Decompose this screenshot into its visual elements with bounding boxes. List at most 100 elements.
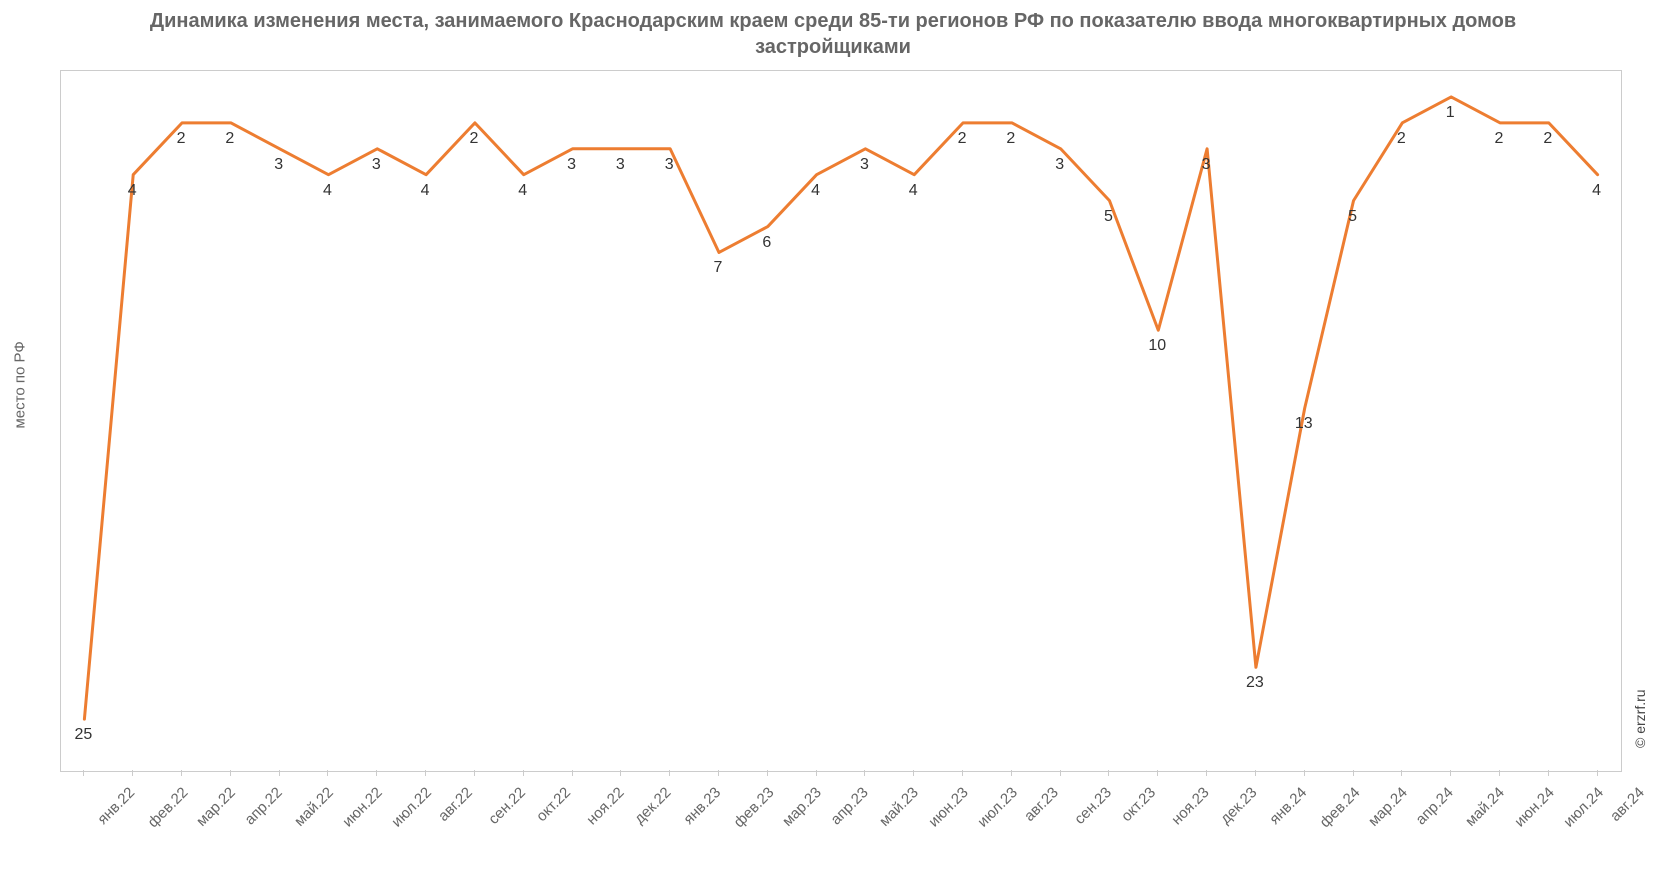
data-label: 3 — [860, 156, 869, 174]
x-axis-label: янв.22 — [95, 784, 139, 828]
x-tick — [230, 770, 231, 776]
x-tick — [376, 770, 377, 776]
data-label: 5 — [1348, 208, 1357, 226]
x-axis-label: ноя.23 — [1169, 784, 1213, 828]
plot-area — [60, 70, 1622, 772]
x-tick — [669, 770, 670, 776]
data-label: 4 — [323, 182, 332, 200]
x-axis-label: май.24 — [1462, 784, 1508, 830]
data-label: 2 — [958, 130, 967, 148]
x-axis-label: июн.24 — [1511, 784, 1558, 831]
x-axis-label: окт.22 — [533, 784, 574, 825]
x-tick — [1597, 770, 1598, 776]
x-axis-label: май.22 — [291, 784, 337, 830]
x-tick — [1206, 770, 1207, 776]
x-axis-label: май.23 — [876, 784, 922, 830]
x-tick — [425, 770, 426, 776]
data-label: 2 — [469, 130, 478, 148]
data-label: 2 — [1495, 130, 1504, 148]
x-tick — [767, 770, 768, 776]
data-label: 23 — [1246, 674, 1264, 692]
x-axis-label: июл.22 — [389, 784, 436, 831]
data-label: 2 — [1397, 130, 1406, 148]
x-axis-label: сен.22 — [485, 784, 529, 828]
data-label: 3 — [274, 156, 283, 174]
data-label: 5 — [1104, 208, 1113, 226]
data-label: 1 — [1446, 104, 1455, 122]
data-label: 3 — [1202, 156, 1211, 174]
x-axis-label: янв.23 — [680, 784, 724, 828]
data-label: 2 — [225, 130, 234, 148]
chart-title: Динамика изменения места, занимаемого Кр… — [0, 8, 1666, 60]
x-tick — [962, 770, 963, 776]
x-axis-label: июл.24 — [1560, 784, 1607, 831]
x-axis-label: сен.23 — [1071, 784, 1115, 828]
x-axis-label: фев.24 — [1316, 784, 1363, 831]
x-tick — [620, 770, 621, 776]
x-axis-label: апр.24 — [1413, 784, 1457, 828]
data-label: 2 — [1543, 130, 1552, 148]
data-label: 4 — [421, 182, 430, 200]
x-tick — [1401, 770, 1402, 776]
line-path — [84, 97, 1597, 719]
data-label: 25 — [74, 726, 92, 744]
x-axis-label: дек.23 — [1217, 784, 1260, 827]
chart-container: Динамика изменения места, занимаемого Кр… — [0, 0, 1666, 872]
x-axis-label: мар.22 — [193, 784, 239, 830]
x-tick — [1255, 770, 1256, 776]
data-label: 7 — [714, 259, 723, 277]
x-axis-label: июн.22 — [340, 784, 387, 831]
x-axis-label: июн.23 — [926, 784, 973, 831]
x-tick — [181, 770, 182, 776]
x-tick — [718, 770, 719, 776]
x-tick — [1548, 770, 1549, 776]
data-label: 3 — [372, 156, 381, 174]
data-label: 13 — [1295, 415, 1313, 433]
x-tick — [523, 770, 524, 776]
data-label: 6 — [762, 234, 771, 252]
x-tick — [1304, 770, 1305, 776]
data-label: 3 — [665, 156, 674, 174]
data-label: 3 — [616, 156, 625, 174]
x-tick — [1353, 770, 1354, 776]
x-axis-label: фев.23 — [730, 784, 777, 831]
x-axis-label: авг.22 — [435, 784, 476, 825]
x-axis-label: апр.23 — [827, 784, 871, 828]
x-tick — [913, 770, 914, 776]
x-axis-label: апр.22 — [241, 784, 285, 828]
x-tick — [1060, 770, 1061, 776]
x-axis-label: окт.23 — [1119, 784, 1160, 825]
data-label: 4 — [1592, 182, 1601, 200]
x-tick — [816, 770, 817, 776]
x-axis-label: авг.24 — [1607, 784, 1648, 825]
data-label: 3 — [567, 156, 576, 174]
x-axis-label: мар.23 — [779, 784, 825, 830]
data-label: 2 — [177, 130, 186, 148]
x-tick — [1450, 770, 1451, 776]
x-axis-label: мар.24 — [1365, 784, 1411, 830]
data-label: 4 — [518, 182, 527, 200]
x-tick — [864, 770, 865, 776]
data-label: 10 — [1148, 337, 1166, 355]
data-label: 4 — [128, 182, 137, 200]
data-label: 2 — [1006, 130, 1015, 148]
x-tick — [327, 770, 328, 776]
line-series — [61, 71, 1621, 771]
x-axis-label: авг.23 — [1021, 784, 1062, 825]
data-label: 4 — [909, 182, 918, 200]
x-tick — [1157, 770, 1158, 776]
x-axis-label: ноя.22 — [583, 784, 627, 828]
data-label: 4 — [811, 182, 820, 200]
x-tick — [1011, 770, 1012, 776]
x-axis-label: дек.22 — [631, 784, 674, 827]
x-tick — [1108, 770, 1109, 776]
x-tick — [132, 770, 133, 776]
x-axis-label: июл.23 — [974, 784, 1021, 831]
data-label: 3 — [1055, 156, 1064, 174]
x-tick — [474, 770, 475, 776]
x-tick — [1499, 770, 1500, 776]
x-tick — [279, 770, 280, 776]
x-axis-label: янв.24 — [1266, 784, 1310, 828]
x-tick — [572, 770, 573, 776]
x-axis-label: фев.22 — [145, 784, 192, 831]
